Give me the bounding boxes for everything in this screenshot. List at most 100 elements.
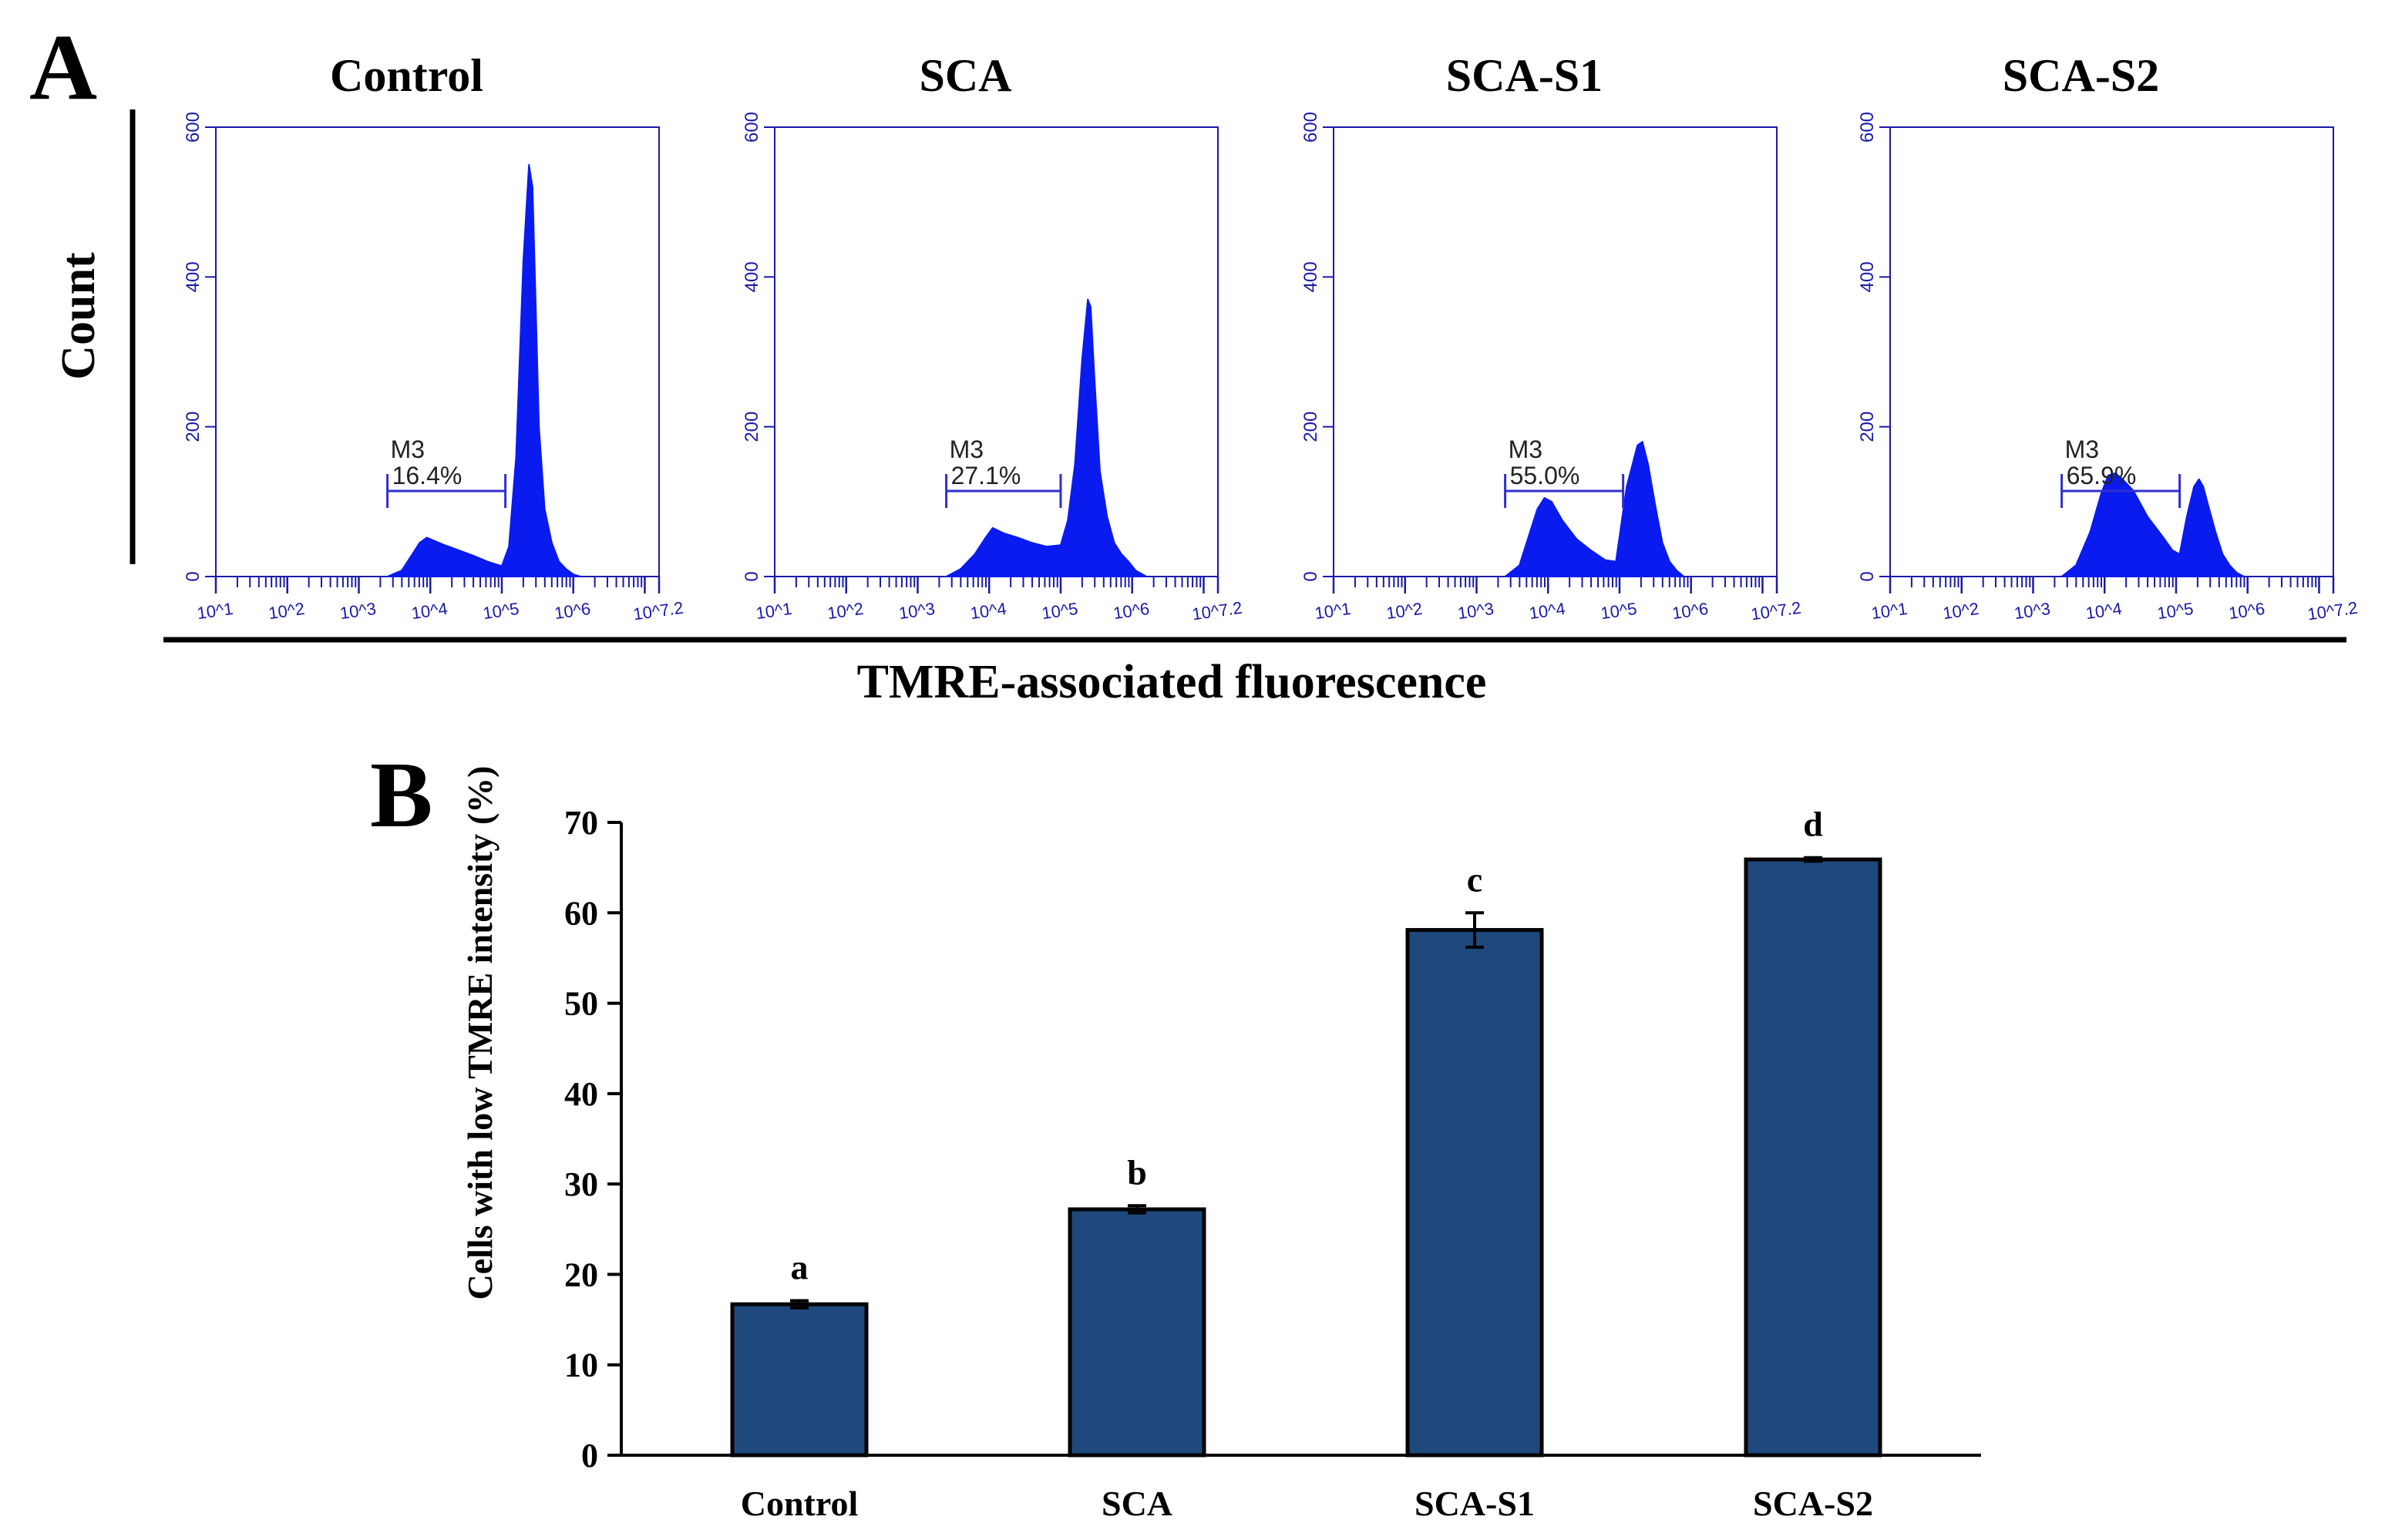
x-tick-label: 10^4: [1528, 599, 1566, 623]
histogram-title: SCA-S1: [1446, 50, 1603, 101]
bar-y-label: Cells with low TMRE intensity (%): [460, 766, 500, 1300]
gate-percentage: 55.0%: [1510, 462, 1580, 489]
y-tick-label: 400: [183, 261, 204, 292]
x-tick-label: 10^1: [1870, 599, 1909, 623]
significance-letter: a: [791, 1247, 809, 1286]
bar-chart: 0 10 20 30 40 50 60 70 a Control b SCA c SCA-S1 d SCA-S…: [564, 804, 1981, 1523]
x-tick-label: 10^4: [2084, 599, 2123, 623]
x-tick-label: 10^5: [1041, 599, 1079, 623]
panel-a-label: A: [29, 15, 97, 119]
x-tick-label: 10^1: [196, 599, 234, 623]
bar-category-label: SCA-S2: [1753, 1484, 1873, 1523]
x-tick-label: 10^6: [1112, 599, 1151, 623]
y-tick-label: 0: [183, 571, 204, 581]
histogram-sca-s1: SCA-S1 0 200 400 600 10^1 10^2 10^3 10^4 10^5 10^6…: [1300, 50, 1802, 624]
x-tick-label: 10^7.2: [2306, 598, 2359, 624]
y-tick-label: 0: [1857, 571, 1878, 581]
bar-y-tick-label: 40: [564, 1075, 598, 1113]
x-tick-label: 10^4: [410, 599, 449, 623]
bar-y-tick-label: 10: [564, 1347, 598, 1384]
y-tick-label: 400: [1857, 261, 1878, 292]
bar-y-tick-label: 30: [564, 1165, 598, 1203]
panel-b-label: B: [370, 743, 432, 847]
x-tick-label: 10^6: [1671, 599, 1710, 623]
gate-name: M3: [950, 435, 984, 463]
histogram-distribution: [945, 298, 1148, 577]
bar-group-sca-s1: c SCA-S1: [1405, 859, 1544, 1523]
significance-letter: b: [1127, 1152, 1147, 1192]
x-tick-label: 10^5: [1600, 599, 1638, 623]
x-tick-label: 10^3: [897, 599, 936, 623]
y-tick-label: 0: [1300, 571, 1321, 581]
bar-y-tick-label: 70: [564, 804, 598, 842]
y-tick-label: 600: [1857, 112, 1878, 143]
bar-group-sca-s2: d SCA-S2: [1744, 805, 1882, 1523]
histogram-panels: Control 0 200 400 600 10^1 10^2 10^3 10^4 10^5 10^…: [183, 50, 2359, 624]
bar-y-tick-label: 0: [581, 1437, 598, 1474]
histogram-x-label: TMRE-associated fluorescence: [857, 656, 1487, 708]
significance-letter: d: [1803, 805, 1823, 844]
x-tick-label: 10^3: [1456, 599, 1495, 623]
histogram-y-label: Count: [52, 252, 105, 380]
histogram-sca: SCA 0 200 400 600 10^1 10^2 10^3 10^4 10^5 10^6 10^…: [742, 50, 1243, 624]
x-tick-label: 10^1: [755, 599, 793, 623]
x-tick-label: 10^5: [482, 599, 520, 623]
x-tick-label: 10^2: [1942, 599, 1980, 623]
x-tick-label: 10^7.2: [632, 598, 685, 624]
bar: [1744, 857, 1882, 1458]
histogram-distribution: [2060, 472, 2245, 577]
y-tick-label: 400: [742, 261, 762, 292]
y-tick-label: 200: [742, 412, 762, 442]
x-tick-label: 10^2: [826, 599, 865, 623]
y-tick-label: 200: [1300, 412, 1321, 442]
gate-percentage: 27.1%: [951, 462, 1021, 489]
x-tick-label: 10^5: [2156, 599, 2195, 623]
y-tick-label: 200: [1857, 412, 1878, 442]
bar: [730, 1302, 869, 1458]
bar-group-sca: b SCA: [1068, 1152, 1206, 1523]
y-tick-label: 400: [1300, 261, 1321, 292]
y-tick-label: 600: [742, 112, 762, 143]
x-tick-label: 10^7.2: [1750, 598, 1802, 624]
gate-name: M3: [2065, 435, 2099, 463]
bar: [1405, 928, 1544, 1458]
x-tick-label: 10^2: [267, 599, 306, 623]
significance-letter: c: [1467, 859, 1482, 899]
gate-percentage: 16.4%: [392, 462, 463, 489]
bar-category-label: SCA-S1: [1415, 1484, 1535, 1523]
histogram-control: Control 0 200 400 600 10^1 10^2 10^3 10^4 10^5 10^…: [183, 50, 685, 624]
histogram-title: Control: [330, 50, 483, 101]
histogram-distribution: [1504, 441, 1685, 577]
gate-name: M3: [391, 435, 425, 463]
x-tick-label: 10^6: [553, 599, 592, 623]
x-tick-label: 10^6: [2228, 599, 2266, 623]
y-tick-label: 600: [183, 112, 204, 143]
y-tick-label: 600: [1300, 112, 1321, 143]
histogram-frame: [774, 126, 1219, 577]
bar-category-label: SCA: [1102, 1484, 1172, 1523]
x-tick-label: 10^7.2: [1191, 598, 1243, 624]
x-tick-label: 10^4: [969, 599, 1007, 623]
gate-name: M3: [1509, 435, 1542, 463]
histogram-title: SCA: [919, 50, 1011, 101]
x-tick-label: 10^3: [2013, 599, 2051, 623]
x-tick-label: 10^1: [1314, 599, 1352, 623]
bar-group-control: a Control: [730, 1247, 869, 1523]
bar: [1068, 1207, 1206, 1458]
histogram-frame: [215, 126, 660, 577]
x-tick-label: 10^2: [1385, 599, 1424, 623]
x-tick-label: 10^3: [338, 599, 377, 623]
bar-y-tick-label: 60: [564, 894, 598, 932]
y-tick-label: 0: [742, 571, 762, 581]
y-tick-label: 200: [183, 412, 204, 442]
histogram-title: SCA-S2: [2003, 50, 2159, 101]
gate-percentage: 65.9%: [2067, 462, 2137, 489]
bar-y-tick-label: 20: [564, 1256, 598, 1293]
histogram-distribution: [386, 163, 581, 577]
